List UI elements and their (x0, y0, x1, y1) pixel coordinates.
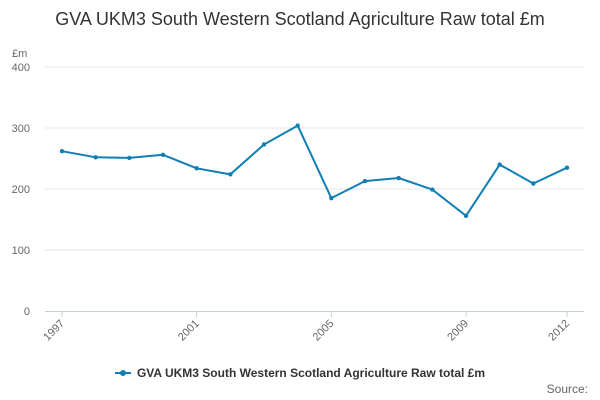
y-axis-unit-label: £m (12, 48, 27, 60)
y-tick-label: 0 (24, 306, 30, 318)
data-point[interactable] (430, 187, 435, 192)
data-point[interactable] (362, 178, 368, 184)
y-tick-label: 100 (12, 245, 30, 257)
legend-item[interactable]: GVA UKM3 South Western Scotland Agricult… (114, 366, 486, 380)
grid-lines (45, 66, 584, 251)
data-point[interactable] (160, 152, 166, 158)
y-tick-label: 300 (12, 123, 30, 135)
data-point[interactable] (228, 172, 233, 177)
data-point[interactable] (497, 162, 502, 167)
data-point[interactable] (261, 142, 267, 147)
data-point[interactable] (194, 166, 199, 171)
x-tick-label: 2009 (445, 318, 471, 344)
data-point[interactable] (531, 181, 536, 186)
data-point[interactable] (59, 148, 65, 154)
data-point[interactable] (329, 195, 334, 201)
x-tick-label: 2005 (311, 318, 337, 344)
data-point[interactable] (295, 123, 300, 128)
legend-line-marker-icon (114, 368, 131, 378)
axes: 0 100 200 300 400 1997 2001 2005 2009 2012 (12, 62, 584, 343)
x-tick-label: 1997 (41, 318, 67, 344)
series-layer (59, 123, 570, 219)
x-tick-label: 2012 (546, 318, 572, 344)
legend-label: GVA UKM3 South Western Scotland Agricult… (136, 366, 486, 380)
data-point[interactable] (93, 155, 98, 160)
y-tick-label: 400 (12, 62, 30, 74)
series-line (61, 124, 568, 217)
legend: GVA UKM3 South Western Scotland Agricult… (0, 366, 600, 380)
source-label: Source: (546, 382, 588, 396)
y-tick-label: 200 (12, 184, 30, 196)
data-point[interactable] (396, 175, 401, 181)
chart-title: GVA UKM3 South Western Scotland Agricult… (55, 9, 545, 29)
data-point[interactable] (564, 165, 570, 170)
data-point[interactable] (127, 155, 132, 161)
x-tick-label: 2001 (176, 318, 202, 344)
data-point[interactable] (463, 213, 469, 219)
